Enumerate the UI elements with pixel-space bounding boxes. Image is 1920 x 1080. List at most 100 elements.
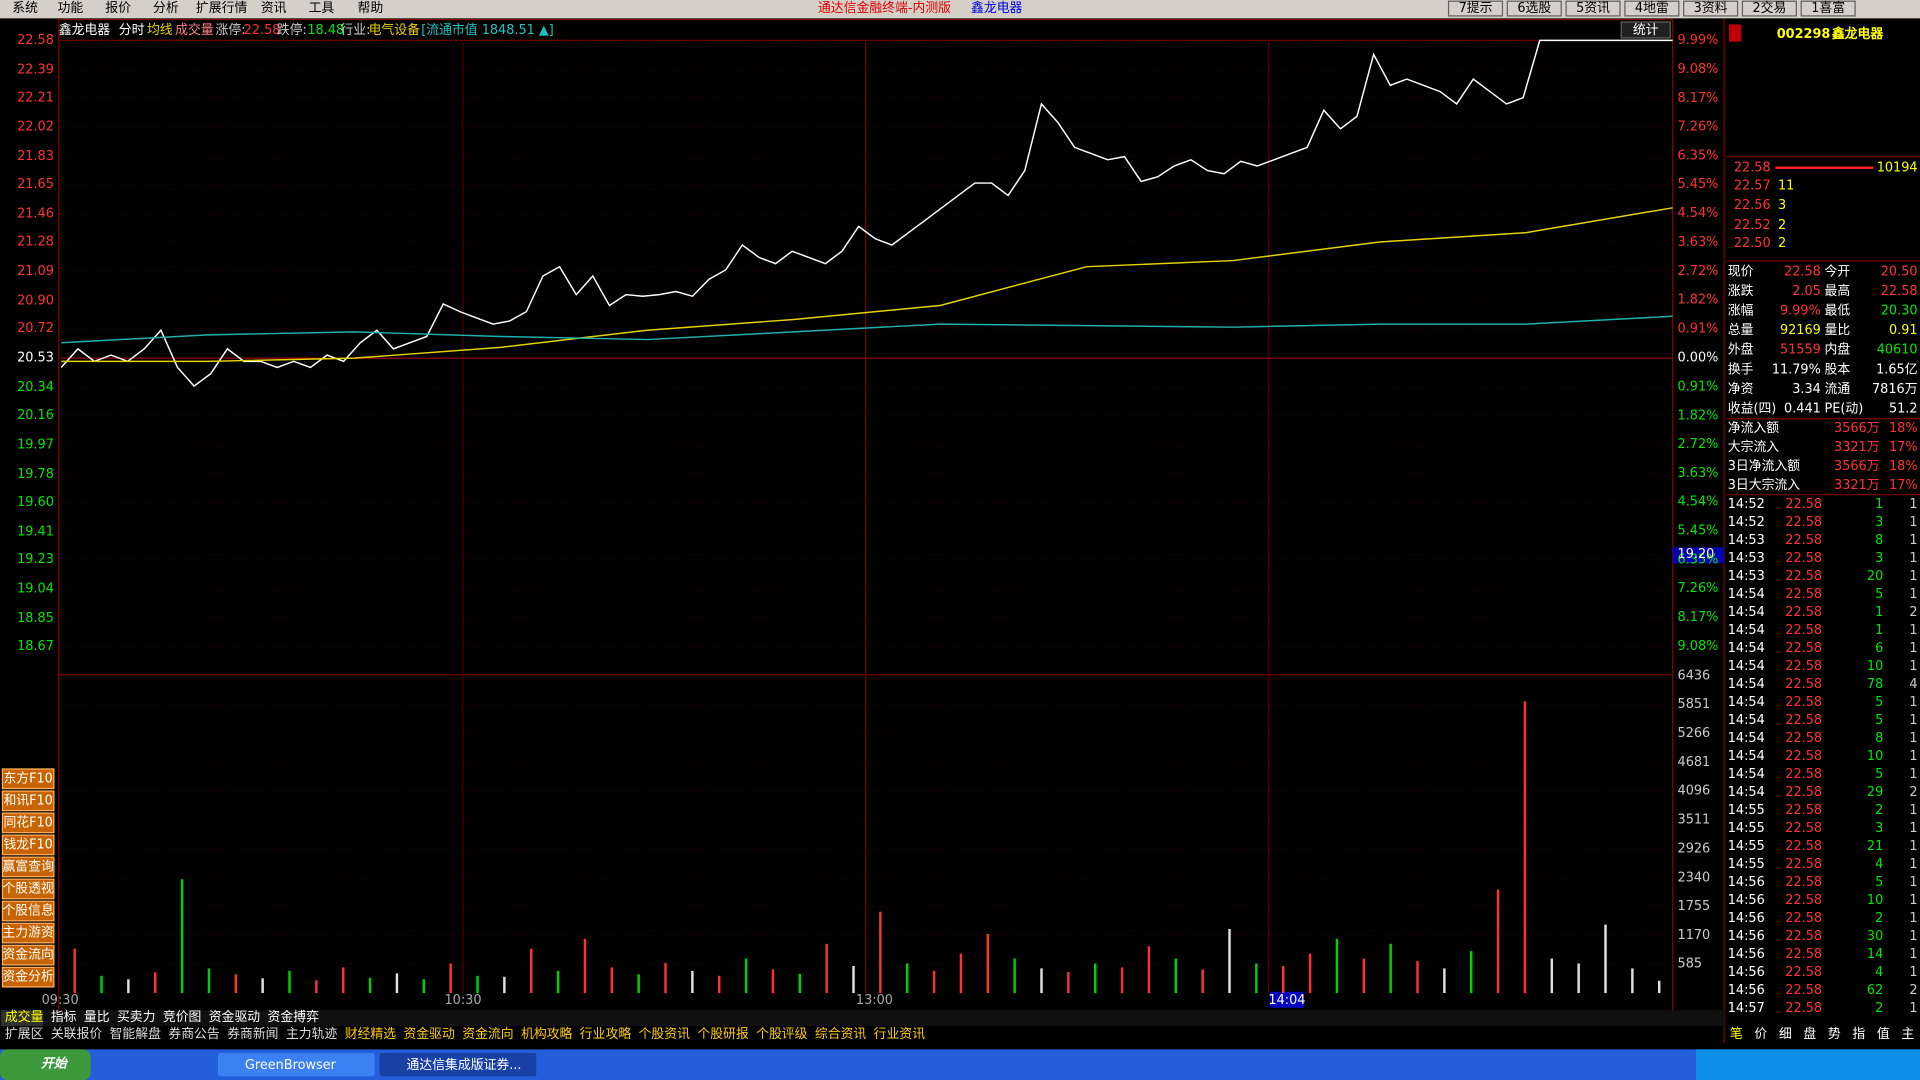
toolbar-button[interactable] [1741, 0, 1797, 17]
field-label: 最低 [1824, 304, 1850, 319]
volume-bar [986, 933, 990, 994]
bottom-tab[interactable]: 指标 [51, 1010, 77, 1025]
volume-bar [610, 967, 614, 994]
limit-up-label: 涨停: [216, 22, 246, 38]
bottom-link[interactable]: 行业攻略 [580, 1026, 632, 1042]
y-tick-label: 4681 [1678, 755, 1711, 770]
y-tick-label: 1170 [1678, 928, 1711, 943]
volume-bar [1174, 958, 1178, 994]
trade-count: 1 [1909, 857, 1917, 872]
bottom-link[interactable]: 行业资讯 [874, 1027, 926, 1042]
side-button[interactable] [1, 856, 55, 878]
side-button[interactable] [1, 878, 55, 900]
toolbar-button-label: 2交易 [1752, 0, 1786, 16]
bottom-link[interactable]: 资金驱动 [403, 1026, 455, 1042]
bottom-link[interactable]: 机构攻略 [521, 1026, 573, 1042]
task-window[interactable] [379, 1053, 537, 1077]
volume-bar [1201, 969, 1204, 994]
flow-label: 大宗流入 [1728, 439, 1780, 455]
y2-tick-label: 6.35% [1678, 552, 1719, 567]
bottom-link[interactable]: 资金流向 [462, 1026, 513, 1042]
bottom-link[interactable]: 券商公告 [168, 1026, 220, 1042]
side-button[interactable] [1, 812, 55, 834]
bottom-link[interactable]: 个股资讯 [639, 1027, 691, 1042]
trade-volume: 5 [1875, 587, 1883, 602]
trade-volume: 8 [1875, 533, 1883, 548]
side-button[interactable] [1, 834, 55, 856]
trade-count: 4 [1909, 677, 1917, 692]
y-tick-label: 5266 [1678, 726, 1711, 741]
panel-tab[interactable]: 势 [1828, 1026, 1841, 1042]
stats-button[interactable] [1620, 21, 1671, 39]
field-value: 3.34 [1792, 382, 1821, 397]
field-label: 外盘 [1728, 342, 1754, 358]
trade-time: 14:57 [1728, 1001, 1765, 1016]
toolbar-button[interactable] [1683, 0, 1739, 17]
task-window-label: GreenBrowser [245, 1058, 337, 1073]
y-tick-label: 4096 [1678, 784, 1711, 799]
y-tick-label: 18.85 [17, 611, 54, 626]
menu-item: 帮助 [358, 1, 384, 16]
side-button[interactable] [1, 768, 55, 790]
side-button[interactable] [1, 944, 55, 966]
field-label: 收益(四) [1728, 401, 1777, 416]
trade-price: 22.58 [1785, 803, 1822, 818]
y-tick-label: 6436 [1678, 668, 1711, 683]
field-label: 涨跌 [1728, 283, 1754, 299]
y-tick-label: 19.97 [17, 438, 54, 453]
trade-count: 1 [1909, 839, 1917, 854]
volume-bar [1013, 958, 1016, 994]
toolbar-button[interactable] [1624, 0, 1680, 17]
side-button[interactable] [1, 790, 55, 812]
volume-bar [1523, 701, 1527, 994]
logo [1728, 24, 1742, 42]
bottom-link[interactable]: 财经精选 [345, 1027, 397, 1042]
bottom-link[interactable]: 个股研报 [697, 1027, 749, 1042]
side-button-label: 东方F10 [3, 770, 52, 786]
trade-time: 14:54 [1728, 641, 1765, 656]
volume-bar [717, 975, 721, 994]
side-button[interactable] [1, 922, 55, 944]
side-button[interactable] [1, 900, 55, 922]
volume-bar [1228, 929, 1231, 994]
time-label: 13:00 [856, 993, 893, 1008]
bottom-tab[interactable]: 资金搏弈 [268, 1009, 320, 1025]
bottom-link[interactable]: 扩展区 [5, 1027, 44, 1042]
bottom-tab[interactable]: 量比 [84, 1010, 110, 1025]
panel-tab[interactable]: 笔 [1730, 1026, 1743, 1042]
trade-volume: 20 [1867, 569, 1883, 584]
bottom-tab[interactable]: 资金驱动 [209, 1009, 261, 1025]
trade-price: 22.58 [1785, 533, 1822, 548]
toolbar-button[interactable] [1506, 0, 1562, 17]
stock-code: 002298 [1777, 27, 1831, 42]
panel-tab[interactable]: 主 [1901, 1027, 1914, 1042]
side-button[interactable] [1, 966, 55, 988]
bottom-link[interactable]: 关联报价 [51, 1027, 103, 1042]
y-tick-label: 20.16 [17, 408, 54, 423]
panel-tab[interactable]: 指 [1852, 1027, 1865, 1042]
panel-tab[interactable]: 值 [1877, 1026, 1890, 1042]
toolbar-button[interactable] [1800, 0, 1856, 17]
bottom-link[interactable]: 券商新闻 [227, 1026, 278, 1042]
stock-name: 鑫龙电器 [1831, 26, 1884, 42]
bottom-tab[interactable]: 竞价图 [163, 1009, 202, 1025]
trade-count: 1 [1909, 551, 1917, 566]
bottom-link[interactable]: 个股评级 [756, 1027, 808, 1042]
panel-tab[interactable]: 盘 [1803, 1026, 1816, 1042]
volume-bar [583, 938, 587, 994]
volume-bar [207, 968, 211, 994]
task-window[interactable] [217, 1053, 375, 1077]
field-value: 22.58 [1784, 264, 1821, 279]
panel-tab[interactable]: 价 [1754, 1027, 1767, 1042]
toolbar-button[interactable] [1447, 0, 1504, 17]
bottom-link[interactable]: 智能解盘 [110, 1026, 162, 1042]
bottom-link[interactable]: 主力轨迹 [286, 1027, 338, 1042]
bottom-tab[interactable]: 买卖力 [117, 1010, 156, 1025]
y-tick-label: 21.09 [17, 264, 54, 279]
start-button[interactable] [0, 1049, 91, 1080]
toolbar-button[interactable] [1565, 0, 1621, 17]
bottom-tab[interactable]: 成交量 [5, 1009, 44, 1025]
bottom-link[interactable]: 综合资讯 [815, 1027, 867, 1042]
panel-tab[interactable]: 细 [1779, 1027, 1792, 1042]
